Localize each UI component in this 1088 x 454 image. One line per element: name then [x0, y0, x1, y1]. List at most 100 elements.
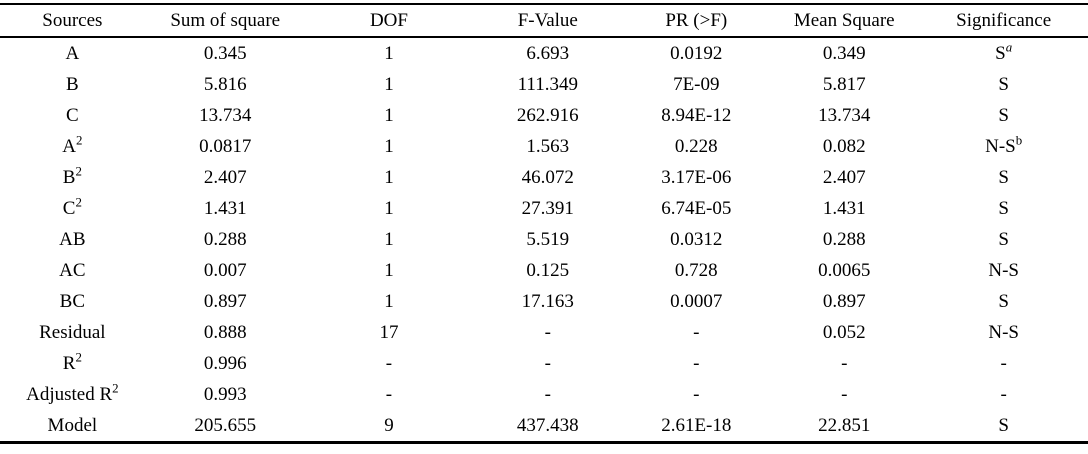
table-cell: C2: [62, 194, 82, 219]
table-cell: 8.94E-12: [661, 104, 732, 126]
cell-superscript: 2: [75, 194, 82, 210]
table-cell: 9: [384, 414, 394, 436]
table-cell: -: [693, 321, 700, 343]
table-cell: 1: [384, 290, 394, 312]
table-cell: Adjusted R2: [26, 380, 119, 405]
table-row: Adjusted R2 0.993 - - - - -: [0, 379, 1088, 410]
table-row: C2 1.431 1 27.391 6.74E-05 1.431 S: [0, 193, 1088, 224]
table-row: Model 205.655 9 437.438 2.61E-18 22.851 S: [0, 410, 1088, 443]
column-header-sources: Sources: [0, 4, 145, 38]
table-cell: 0.993: [203, 383, 247, 405]
table-cell: -: [385, 352, 393, 374]
table-cell: 17.163: [521, 290, 574, 312]
table-cell: B2: [62, 163, 82, 188]
table-cell: 1: [384, 42, 394, 64]
table-cell: 0.288: [822, 228, 866, 250]
table-cell: S: [998, 290, 1009, 312]
cell-superscript: 2: [112, 380, 119, 396]
table-cell: 0.288: [203, 228, 247, 250]
table-cell: 0.996: [203, 352, 247, 374]
table-cell: 27.391: [521, 197, 574, 219]
table-cell: -: [693, 383, 700, 405]
table-cell: B: [66, 73, 79, 95]
table-cell: AC: [59, 259, 86, 281]
table-row: B2 2.407 1 46.072 3.17E-06 2.407 S: [0, 162, 1088, 193]
table-row: A2 0.0817 1 1.563 0.228 0.082 N-Sb: [0, 131, 1088, 162]
table-cell: 0.888: [203, 321, 247, 343]
table-cell: 17: [379, 321, 399, 343]
anova-table: Sources Sum of square DOF F-Value PR (>F…: [0, 3, 1088, 444]
cell-superscript: 2: [75, 132, 83, 148]
table-cell: -: [544, 383, 551, 405]
table-cell: Model: [47, 414, 98, 436]
table-cell: 0.125: [526, 259, 570, 281]
table-cell: 1.431: [822, 197, 866, 219]
table-cell: N-Sb: [985, 132, 1023, 157]
table-cell: 2.407: [203, 166, 247, 188]
column-header-pr-f: PR (>F): [623, 4, 770, 38]
table-cell: -: [841, 383, 848, 405]
table-cell: 1.563: [526, 135, 570, 157]
table-cell: 2.407: [822, 166, 866, 188]
table-cell: -: [1000, 383, 1007, 405]
cell-superscript: 2: [75, 349, 82, 365]
table-cell: 0.0065: [818, 259, 871, 281]
table-cell: -: [1000, 352, 1007, 374]
table-cell: 5.519: [526, 228, 570, 250]
table-cell: Sa: [995, 39, 1013, 64]
table-cell: 6.74E-05: [661, 197, 732, 219]
table-cell: 0.007: [203, 259, 247, 281]
table-cell: 262.916: [516, 104, 579, 126]
table-cell: 1: [384, 104, 394, 126]
table-cell: S: [998, 104, 1009, 126]
table-row: Residual 0.888 17 - - 0.052 N-S: [0, 317, 1088, 348]
table-cell: 13.734: [199, 104, 252, 126]
table-cell: A2: [62, 132, 83, 157]
table-cell: 0.728: [674, 259, 718, 281]
table-cell: 1.431: [203, 197, 247, 219]
table-cell: 0.897: [822, 290, 866, 312]
table-cell: -: [841, 352, 848, 374]
table-cell: 1: [384, 259, 394, 281]
table-cell: 0.228: [674, 135, 718, 157]
table-cell: 46.072: [521, 166, 574, 188]
table-header: Sources Sum of square DOF F-Value PR (>F…: [0, 4, 1088, 38]
table-cell: -: [693, 352, 700, 374]
table-cell: S: [998, 166, 1009, 188]
table-cell: 5.817: [822, 73, 866, 95]
table-cell: 0.897: [203, 290, 247, 312]
table-cell: 0.082: [822, 135, 866, 157]
table-cell: 0.345: [203, 42, 247, 64]
table-cell: 1: [384, 197, 394, 219]
table-cell: N-S: [988, 259, 1019, 281]
table-cell: 13.734: [818, 104, 871, 126]
table-cell: 0.0817: [199, 135, 252, 157]
table-cell: S: [998, 228, 1009, 250]
table-cell: A: [65, 42, 80, 64]
table-cell: 2.61E-18: [661, 414, 732, 436]
table-cell: BC: [59, 290, 86, 312]
column-header-significance: Significance: [919, 4, 1088, 38]
table-cell: -: [544, 321, 551, 343]
table-row: BC 0.897 1 17.163 0.0007 0.897 S: [0, 286, 1088, 317]
column-header-mean-square: Mean Square: [769, 4, 920, 38]
table-cell: 3.17E-06: [661, 166, 732, 188]
cell-superscript: 2: [75, 163, 82, 179]
table-cell: 111.349: [517, 73, 578, 95]
table-cell: 7E-09: [673, 73, 720, 95]
table-cell: 0.0192: [670, 42, 723, 64]
table-cell: -: [385, 383, 393, 405]
table-cell: 437.438: [516, 414, 579, 436]
table-row: C 13.734 1 262.916 8.94E-12 13.734 S: [0, 100, 1088, 131]
table-cell: S: [998, 414, 1009, 436]
table-row: AC 0.007 1 0.125 0.728 0.0065 N-S: [0, 255, 1088, 286]
table-cell: 22.851: [818, 414, 871, 436]
table-cell: R2: [62, 349, 82, 374]
table-cell: 1: [384, 73, 394, 95]
table-row: AB 0.288 1 5.519 0.0312 0.288 S: [0, 224, 1088, 255]
table-cell: 1: [384, 135, 394, 157]
table-cell: 0.349: [822, 42, 866, 64]
column-header-f-value: F-Value: [472, 4, 624, 38]
table-cell: S: [998, 197, 1009, 219]
table-cell: 5.816: [203, 73, 247, 95]
